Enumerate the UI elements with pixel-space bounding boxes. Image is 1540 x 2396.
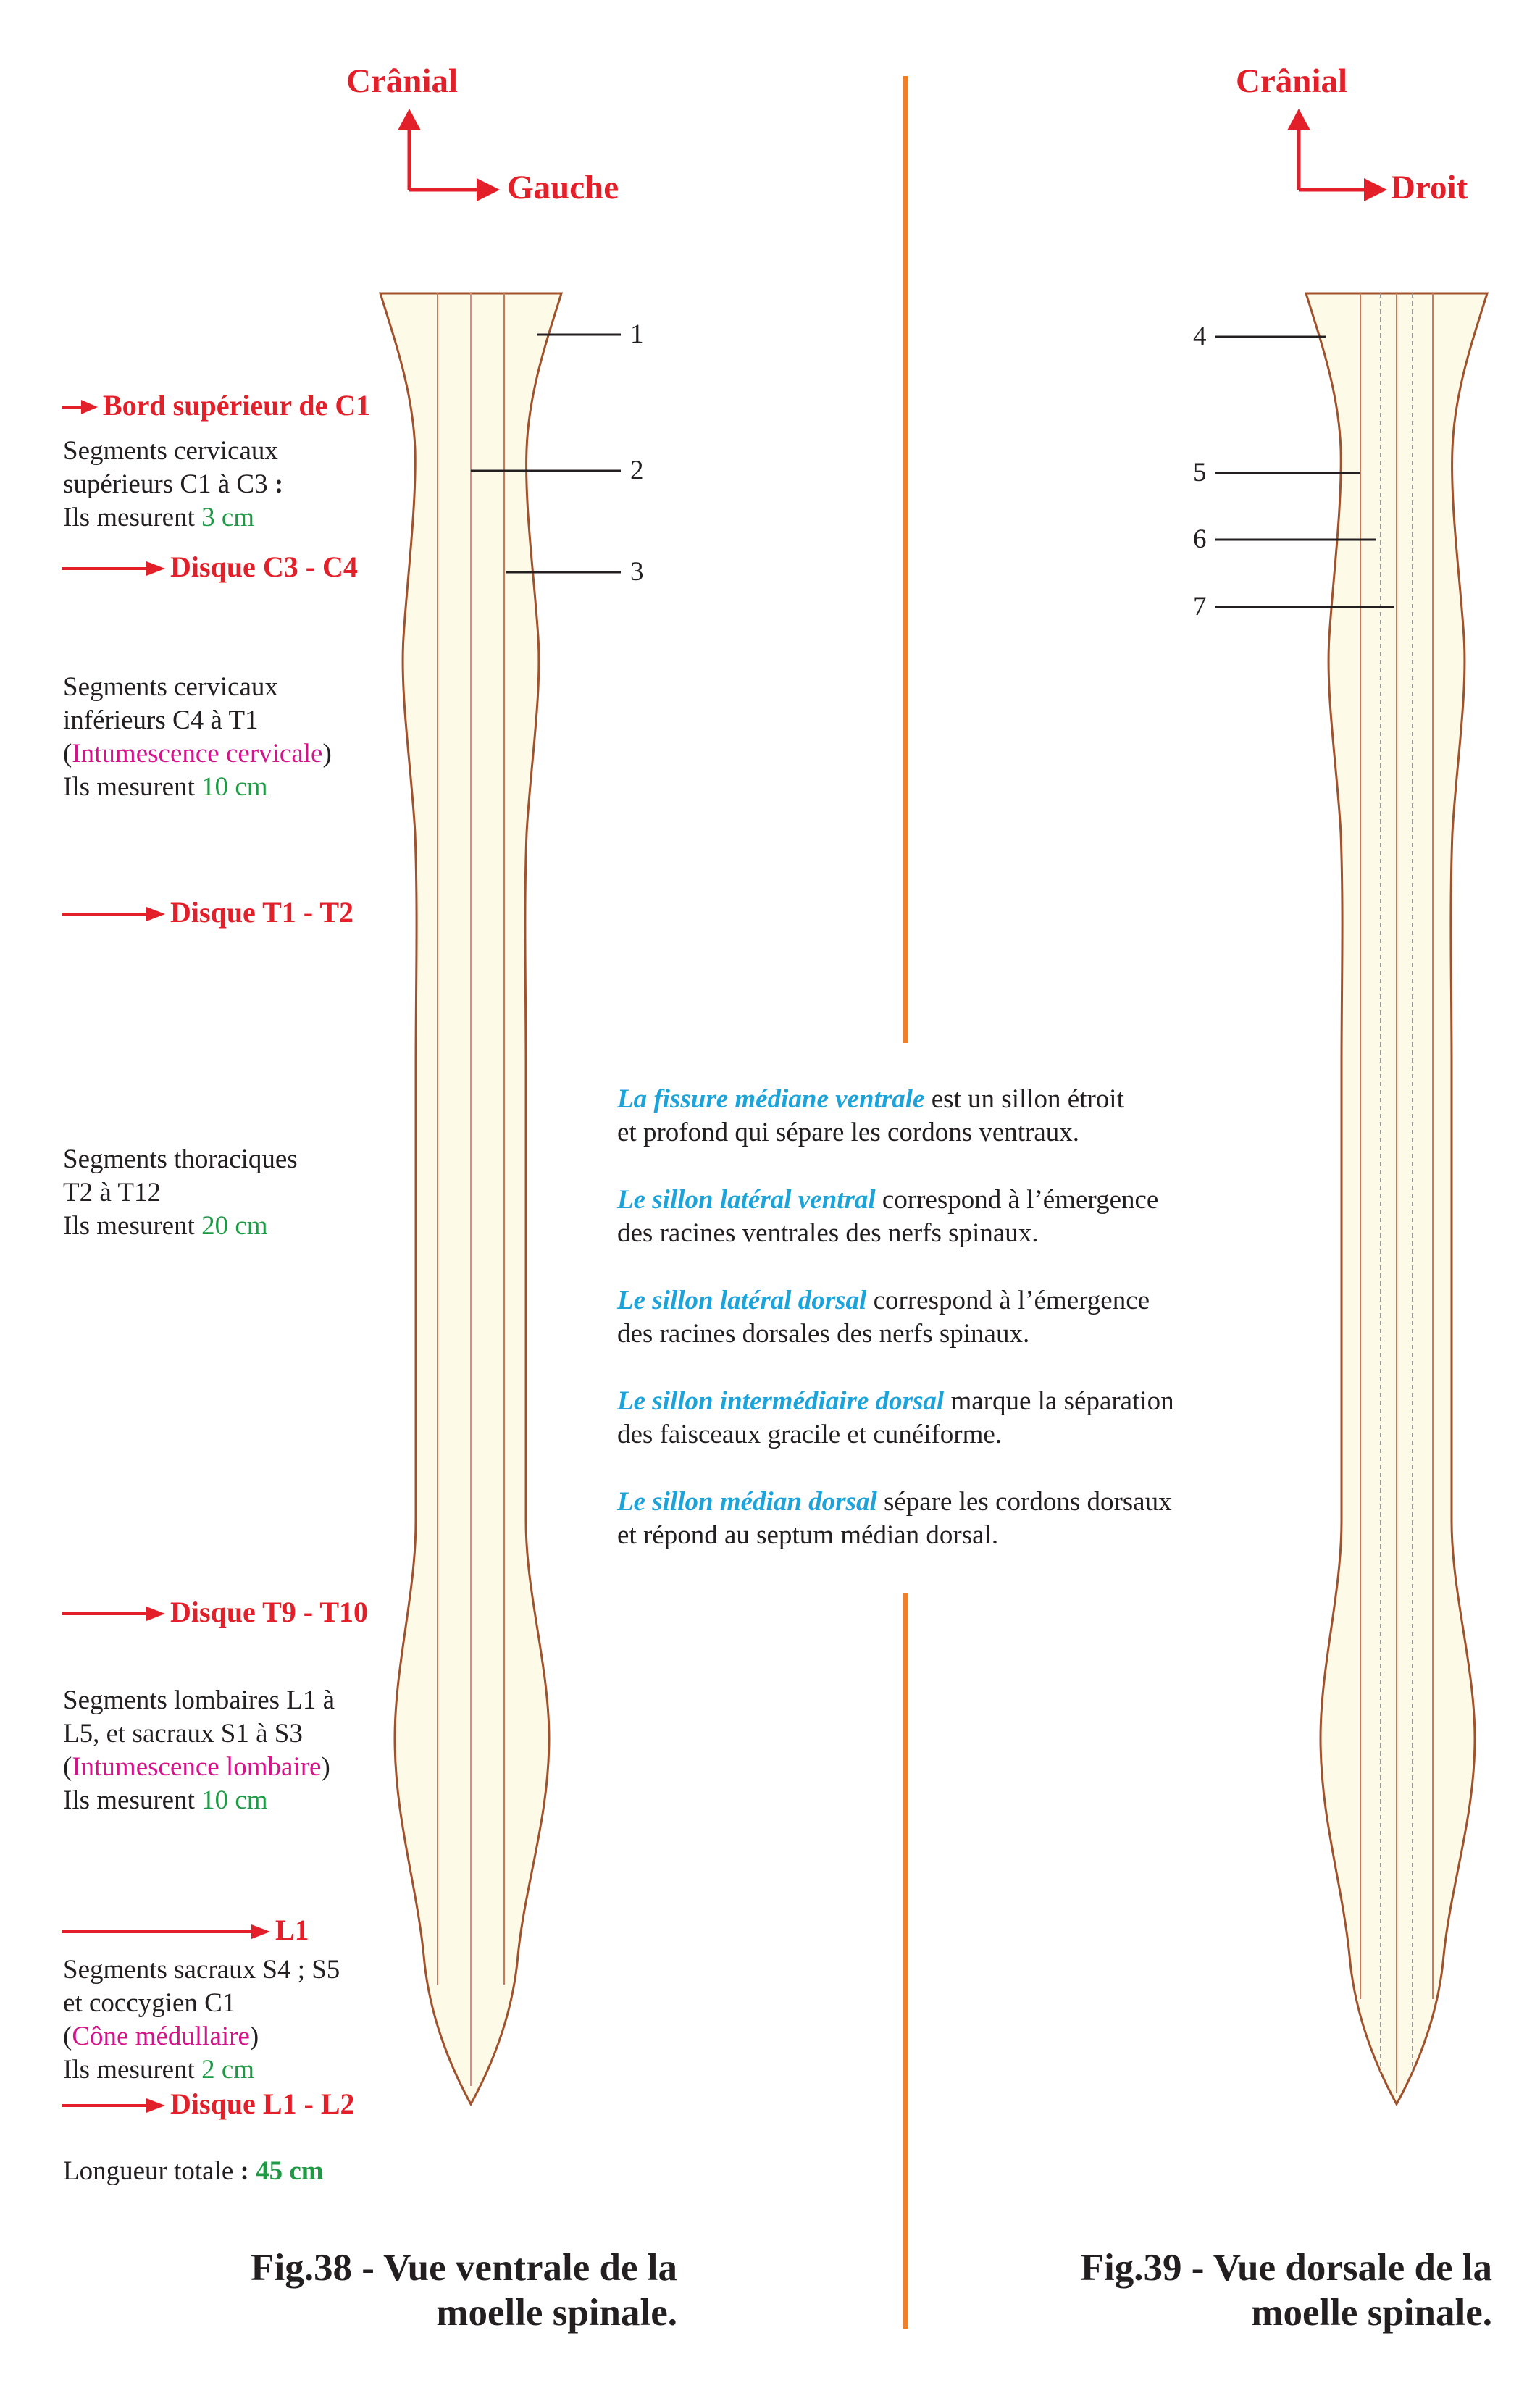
legend-item: La fissure médiane ventrale est un sillo… [617, 1084, 1124, 1147]
marker-disc-t9t10: Disque T9 - T10 [170, 1596, 369, 1628]
segment-thoracic: Segments thoraciques T2 à T12 Ils mesure… [63, 1144, 298, 1241]
orientation-arrows-right [1287, 109, 1387, 201]
lumbar-enlargement: Intumescence lombaire [72, 1752, 322, 1782]
legend-term: Le sillon intermédiaire dorsal [617, 1386, 945, 1416]
dorsal-spinal-cord [1304, 292, 1489, 2107]
ventral-cranial-label: Crânial [346, 62, 459, 100]
total-length: Longueur totale : 45 cm [63, 2156, 324, 2186]
dorsal-right-label: Droit [1391, 169, 1468, 206]
medullary-cone: Cône médullaire [72, 2022, 250, 2051]
cervical-enlargement: Intumescence cervicale [72, 739, 323, 768]
callout-number-4: 4 [1193, 322, 1207, 351]
legend-term: Le sillon médian dorsal [617, 1487, 877, 1517]
legend-item: Le sillon latéral ventral correspond à l… [617, 1185, 1159, 1248]
ventral-left-label: Gauche [507, 169, 619, 206]
marker-disc-t1t2: Disque T1 - T2 [170, 896, 354, 929]
legend-item: Le sillon latéral dorsal correspond à l’… [617, 1286, 1150, 1349]
orientation-arrows-left [398, 109, 500, 201]
marker-c1-upper-border: Bord supérieur de C1 [103, 389, 371, 422]
dorsal-cranial-label: Crânial [1236, 62, 1348, 100]
ventral-spinal-cord [378, 292, 564, 2107]
legend-term: La fissure médiane ventrale [617, 1084, 925, 1114]
measure-lower-cervical: 10 cm [201, 772, 268, 802]
segment-lumbar: Segments lombaires L1 à L5, et sacraux S… [63, 1685, 335, 1815]
marker-disc-c3c4: Disque C3 - C4 [170, 550, 358, 583]
figure-caption-dorsal: Fig.39 - Vue dorsale de la moelle spinal… [1080, 2247, 1492, 2334]
legend-item: Le sillon médian dorsal sépare les cordo… [617, 1487, 1172, 1550]
segment-sacral: Segments sacraux S4 ; S5 et coccygien C1… [63, 1955, 340, 2085]
callout-number-5: 5 [1193, 458, 1207, 487]
marker-l1: L1 [275, 1914, 309, 1946]
legend-term: Le sillon latéral ventral [617, 1185, 876, 1215]
callout-number-2: 2 [630, 456, 644, 485]
callout-number-1: 1 [630, 319, 644, 349]
measure-lumbar: 10 cm [201, 1785, 268, 1815]
segment-lower-cervical: Segments cervicaux inférieurs C4 à T1 (I… [63, 672, 332, 802]
measure-upper-cervical: 3 cm [201, 503, 255, 532]
callout-number-3: 3 [630, 557, 644, 587]
marker-disc-l1l2: Disque L1 - L2 [170, 2087, 355, 2120]
total-length-value: 45 cm [256, 2156, 324, 2186]
legend-term: Le sillon latéral dorsal [617, 1286, 867, 1315]
measure-thoracic: 20 cm [201, 1211, 268, 1241]
callout-number-7: 7 [1193, 592, 1207, 621]
measure-sacral: 2 cm [201, 2055, 255, 2085]
callout-number-6: 6 [1193, 524, 1207, 554]
legend: La fissure médiane ventrale est un sillo… [617, 1083, 1174, 1552]
segment-upper-cervical: Segments cervicaux supérieurs C1 à C3 : … [63, 436, 284, 532]
legend-item: Le sillon intermédiaire dorsal marque la… [617, 1386, 1174, 1449]
figure-caption-ventral: Fig.38 - Vue ventrale de la moelle spina… [251, 2247, 677, 2334]
